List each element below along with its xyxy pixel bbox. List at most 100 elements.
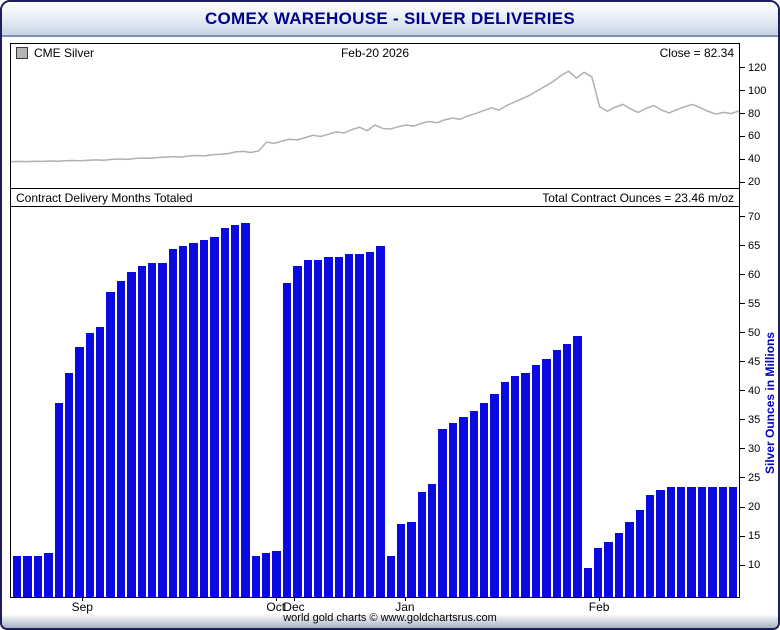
legend-label: CME Silver (34, 46, 95, 60)
delivery-bar (396, 524, 406, 597)
bars-plot (13, 208, 738, 597)
deliveries-title: Contract Delivery Months Totaled (16, 190, 193, 205)
delivery-bar (469, 411, 478, 597)
y-tick-mark (740, 67, 745, 69)
price-line (11, 71, 739, 161)
delivery-bar (438, 428, 447, 597)
delivery-bar (386, 556, 395, 597)
delivery-bar (459, 417, 468, 597)
delivery-bar (137, 266, 146, 597)
price-y-axis: 20 40 60 80 100 120 (740, 61, 778, 188)
y-tick-mark (740, 135, 745, 137)
delivery-bar (677, 486, 686, 597)
delivery-bar (531, 364, 541, 597)
y-tick-mark (740, 448, 745, 450)
delivery-bar (179, 245, 188, 597)
delivery-bar (666, 486, 675, 597)
y-tick-label: 15 (748, 530, 761, 543)
delivery-bar (511, 376, 520, 597)
page-title: COMEX WAREHOUSE - SILVER DELIVERIES (204, 8, 576, 28)
y-tick: 15 (740, 530, 761, 543)
y-tick-label: 35 (748, 413, 761, 426)
y-tick: 40 (740, 153, 761, 166)
x-axis-label: Jan (395, 600, 415, 614)
x-tick-mark (275, 597, 277, 601)
delivery-bar (552, 350, 561, 597)
y-tick-mark (740, 158, 745, 160)
y-tick-mark (740, 113, 745, 115)
delivery-bar (13, 556, 22, 597)
delivery-bar (728, 486, 738, 597)
delivery-bar (355, 254, 364, 597)
delivery-bar (708, 486, 717, 597)
y-tick-mark (740, 90, 745, 92)
y-tick: 60 (740, 130, 761, 143)
delivery-bar (573, 335, 582, 597)
y-tick-label: 100 (748, 84, 767, 97)
y-tick: 65 (740, 240, 760, 252)
y-tick-mark (740, 181, 745, 183)
y-tick-mark (740, 332, 745, 334)
delivery-bar (407, 521, 416, 597)
y-axis-title: Silver Ounces in Millions (763, 331, 777, 474)
delivery-bar (293, 266, 302, 597)
close-value-label: Close = 82.34 (659, 46, 734, 60)
deliveries-panel: Contract Delivery Months Totaled Total C… (10, 188, 740, 598)
delivery-bar (127, 271, 136, 597)
delivery-bar (220, 228, 229, 597)
delivery-bar (376, 245, 385, 597)
delivery-bar (594, 547, 603, 597)
delivery-bar (199, 239, 209, 597)
delivery-bar (147, 263, 157, 597)
y-tick-label: 55 (748, 297, 761, 310)
legend-swatch-icon (16, 47, 28, 59)
y-tick-label: 10 (748, 559, 761, 572)
x-axis-label: Sep (71, 600, 93, 614)
y-tick: 30 (740, 443, 760, 455)
y-tick-mark (740, 506, 745, 508)
delivery-bar (521, 373, 530, 597)
delivery-bar (324, 257, 333, 597)
y-tick-label: 45 (748, 355, 761, 368)
delivery-bar (687, 486, 696, 597)
delivery-bar (604, 541, 613, 597)
delivery-bar (75, 347, 84, 597)
delivery-bar (251, 556, 260, 597)
y-tick: 20 (740, 501, 760, 513)
bottom-strip (2, 614, 778, 628)
y-tick-mark (740, 419, 745, 421)
y-tick: 10 (740, 559, 761, 572)
y-tick-label: 25 (748, 471, 761, 484)
y-tick: 120 (740, 61, 767, 74)
y-tick: 45 (740, 355, 761, 368)
price-line-chart (11, 62, 739, 188)
delivery-bar (54, 402, 63, 597)
y-tick-mark (740, 303, 745, 305)
y-tick-label: 40 (748, 153, 761, 166)
delivery-bar (500, 382, 509, 597)
delivery-bar (562, 344, 572, 597)
x-tick-mark (82, 597, 84, 601)
y-tick-label: 40 (748, 384, 761, 397)
delivery-bar (210, 237, 219, 597)
y-tick: 25 (740, 471, 761, 484)
x-tick-mark (293, 597, 295, 601)
total-ounces-label: Total Contract Ounces = 23.46 m/oz (542, 190, 734, 205)
delivery-bar (303, 260, 312, 597)
y-tick: 35 (740, 413, 761, 426)
delivery-bar (33, 556, 43, 597)
y-tick: 50 (740, 327, 760, 339)
y-tick-mark (740, 245, 745, 247)
delivery-bar (64, 373, 74, 597)
y-tick-mark (740, 274, 745, 276)
delivery-bar (313, 260, 323, 597)
delivery-bar (479, 402, 489, 597)
delivery-bar (272, 550, 281, 597)
y-tick-label: 60 (748, 130, 761, 143)
y-tick: 40 (740, 384, 761, 397)
y-tick: 100 (740, 84, 767, 97)
delivery-bar (656, 489, 665, 597)
x-axis: Sep Oct Dec Jan Feb (10, 597, 740, 614)
delivery-bar (490, 393, 499, 597)
y-tick-label: 120 (748, 61, 767, 74)
